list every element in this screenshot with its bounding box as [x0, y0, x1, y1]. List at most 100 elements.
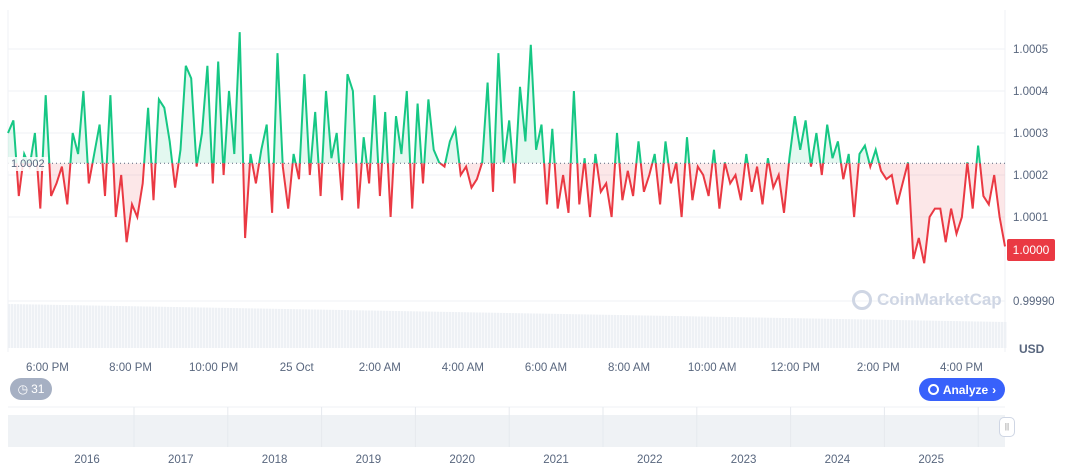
y-tick-label: 0.99990 — [1013, 296, 1055, 308]
volume-bar — [950, 321, 953, 348]
volume-bar — [794, 318, 797, 348]
volume-bar — [467, 312, 470, 348]
volume-bar — [200, 307, 203, 348]
volume-bar — [968, 321, 971, 348]
volume-bar — [356, 310, 359, 348]
volume-bar — [608, 314, 611, 348]
volume-bar — [134, 306, 137, 348]
price-line-down — [15, 163, 1006, 264]
navigator-year-label: 2017 — [168, 454, 194, 466]
volume-bar — [161, 306, 164, 348]
volume-bar — [848, 319, 851, 348]
volume-bar — [944, 320, 947, 348]
volume-bar — [212, 307, 215, 348]
volume-bar — [23, 304, 26, 348]
volume-bar — [227, 307, 230, 348]
volume-bar — [179, 307, 182, 348]
volume-bar — [761, 317, 764, 348]
volume-bar — [908, 320, 911, 348]
y-tick-label: 1.0004 — [1013, 86, 1049, 98]
volume-bar — [923, 320, 926, 348]
volume-bar — [338, 309, 341, 348]
volume-bar — [392, 310, 395, 348]
volume-bar — [611, 314, 614, 348]
volume-bar — [512, 313, 515, 348]
volume-bar — [230, 308, 233, 348]
volume-bar — [539, 313, 542, 348]
analyze-button[interactable]: Analyze › — [919, 378, 1005, 401]
volume-bar — [455, 312, 458, 348]
volume-bar — [167, 306, 170, 348]
volume-bar — [296, 309, 299, 348]
volume-bar — [317, 309, 320, 348]
volume-bar — [293, 309, 296, 348]
history-icon: ◷ — [17, 382, 29, 396]
volume-bar — [323, 309, 326, 348]
volume-bar — [254, 308, 257, 348]
volume-bar — [554, 313, 557, 348]
volume-bar — [977, 321, 980, 348]
current-price-tag: 1.0000 — [1007, 239, 1055, 261]
history-button[interactable]: ◷ 31 — [10, 378, 52, 400]
volume-bar — [683, 316, 686, 348]
volume-bar — [14, 304, 17, 348]
volume-bar — [26, 304, 29, 348]
volume-bar — [140, 306, 143, 348]
x-tick-label: 4:00 PM — [940, 362, 983, 374]
volume-bar — [1001, 321, 1004, 348]
volume-bar — [884, 319, 887, 348]
navigator-year-label: 2023 — [731, 454, 757, 466]
navigator-year-label: 2020 — [449, 454, 475, 466]
volume-bar — [707, 316, 710, 348]
volume-bar — [233, 308, 236, 348]
volume-bar — [893, 319, 896, 348]
volume-bar — [557, 313, 560, 348]
volume-bar — [698, 316, 701, 348]
volume-bar — [461, 312, 464, 348]
volume-bar — [59, 304, 62, 348]
volume-bar — [425, 311, 428, 348]
volume-bar — [452, 312, 455, 348]
volume-bar — [275, 308, 278, 348]
volume-bar — [479, 312, 482, 348]
volume-bar — [92, 305, 95, 348]
volume-bar — [773, 317, 776, 348]
volume-bar — [491, 312, 494, 348]
volume-bar — [359, 310, 362, 348]
volume-bar — [386, 310, 389, 348]
volume-bar — [329, 309, 332, 348]
volume-bar — [599, 314, 602, 348]
volume-bar — [17, 304, 20, 348]
volume-bar — [185, 307, 188, 348]
volume-bar — [929, 320, 932, 348]
volume-bar — [527, 313, 530, 348]
volume-bar — [218, 307, 221, 348]
volume-bar — [431, 311, 434, 348]
volume-bar — [152, 306, 155, 348]
analyze-icon — [927, 384, 939, 395]
volume-bar — [578, 314, 581, 348]
volume-bar — [344, 310, 347, 348]
volume-bar — [737, 317, 740, 348]
y-tick-label: 1.0003 — [1013, 128, 1048, 140]
volume-bar — [98, 305, 101, 348]
volume-bar — [782, 317, 785, 348]
navigator-year-label: 2022 — [637, 454, 663, 466]
x-tick-label: 4:00 AM — [442, 362, 484, 374]
navigator-handle[interactable]: || — [999, 417, 1015, 437]
volume-bar — [716, 316, 719, 348]
volume-bar — [353, 310, 356, 348]
volume-bar — [80, 305, 83, 348]
volume-bar — [497, 312, 500, 348]
volume-bar — [104, 305, 107, 348]
volume-bar — [95, 305, 98, 348]
volume-bar — [500, 312, 503, 348]
volume-bar — [236, 308, 239, 348]
volume-bar — [668, 315, 671, 348]
volume-bar — [164, 306, 167, 348]
volume-bar — [506, 312, 509, 348]
volume-bar — [947, 320, 950, 348]
volume-bar — [824, 318, 827, 348]
volume-bar — [755, 317, 758, 348]
